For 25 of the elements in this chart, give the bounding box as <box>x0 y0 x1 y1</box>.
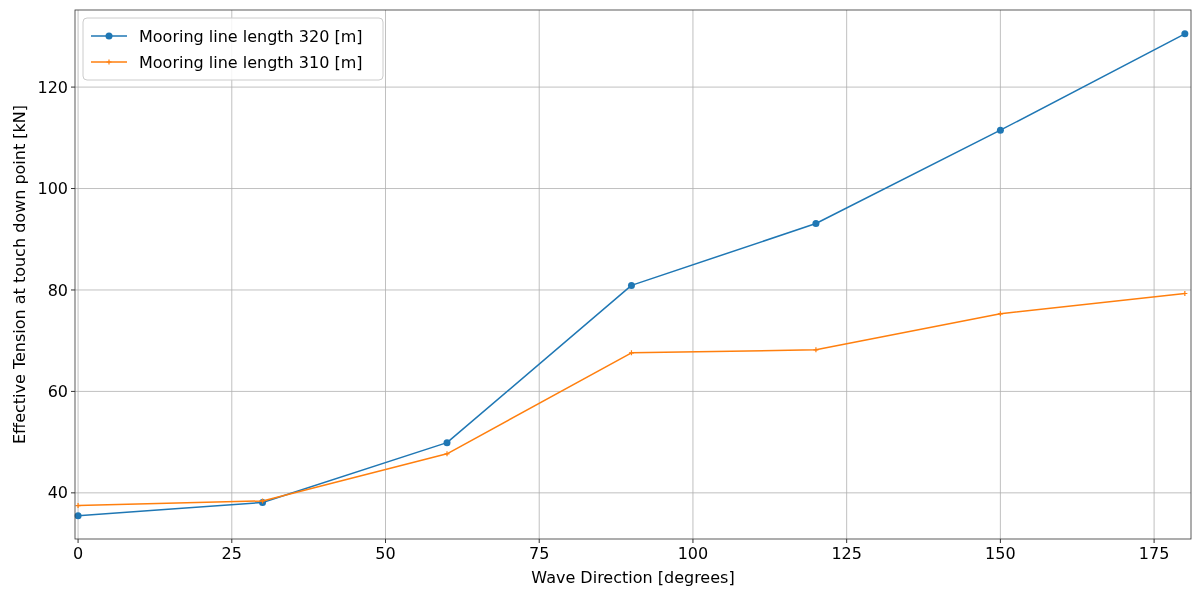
y-tick-label: 60 <box>47 382 68 402</box>
legend-label: Mooring line length 320 [m] <box>139 26 363 46</box>
y-tick-label: 40 <box>47 483 68 503</box>
point <box>812 346 820 353</box>
y-tick-label: 120 <box>37 77 68 97</box>
x-tick-label: 50 <box>375 544 396 563</box>
point <box>996 126 1004 134</box>
x-tick-label: 150 <box>985 544 1016 563</box>
x-tick-label: 0 <box>72 544 84 563</box>
x-tick-label: 100 <box>677 544 709 563</box>
y-axis-title: Effective Tension at touch down point [kN] <box>10 105 29 444</box>
x-axis-title: Wave Direction [degrees] <box>531 568 735 587</box>
x-tick-label: 125 <box>831 544 862 563</box>
y-tick-label: 80 <box>47 280 68 300</box>
point <box>443 450 451 457</box>
x-tick-label: 75 <box>529 544 550 563</box>
legend-label: Mooring line length 310 [m] <box>139 52 363 72</box>
point <box>628 349 635 356</box>
point <box>1181 30 1189 38</box>
x-tick-label: 175 <box>1138 544 1170 563</box>
x-tick-label: 25 <box>221 544 242 563</box>
point <box>443 439 451 447</box>
point <box>627 281 635 289</box>
point <box>812 220 820 228</box>
y-tick-label: 100 <box>37 179 68 199</box>
